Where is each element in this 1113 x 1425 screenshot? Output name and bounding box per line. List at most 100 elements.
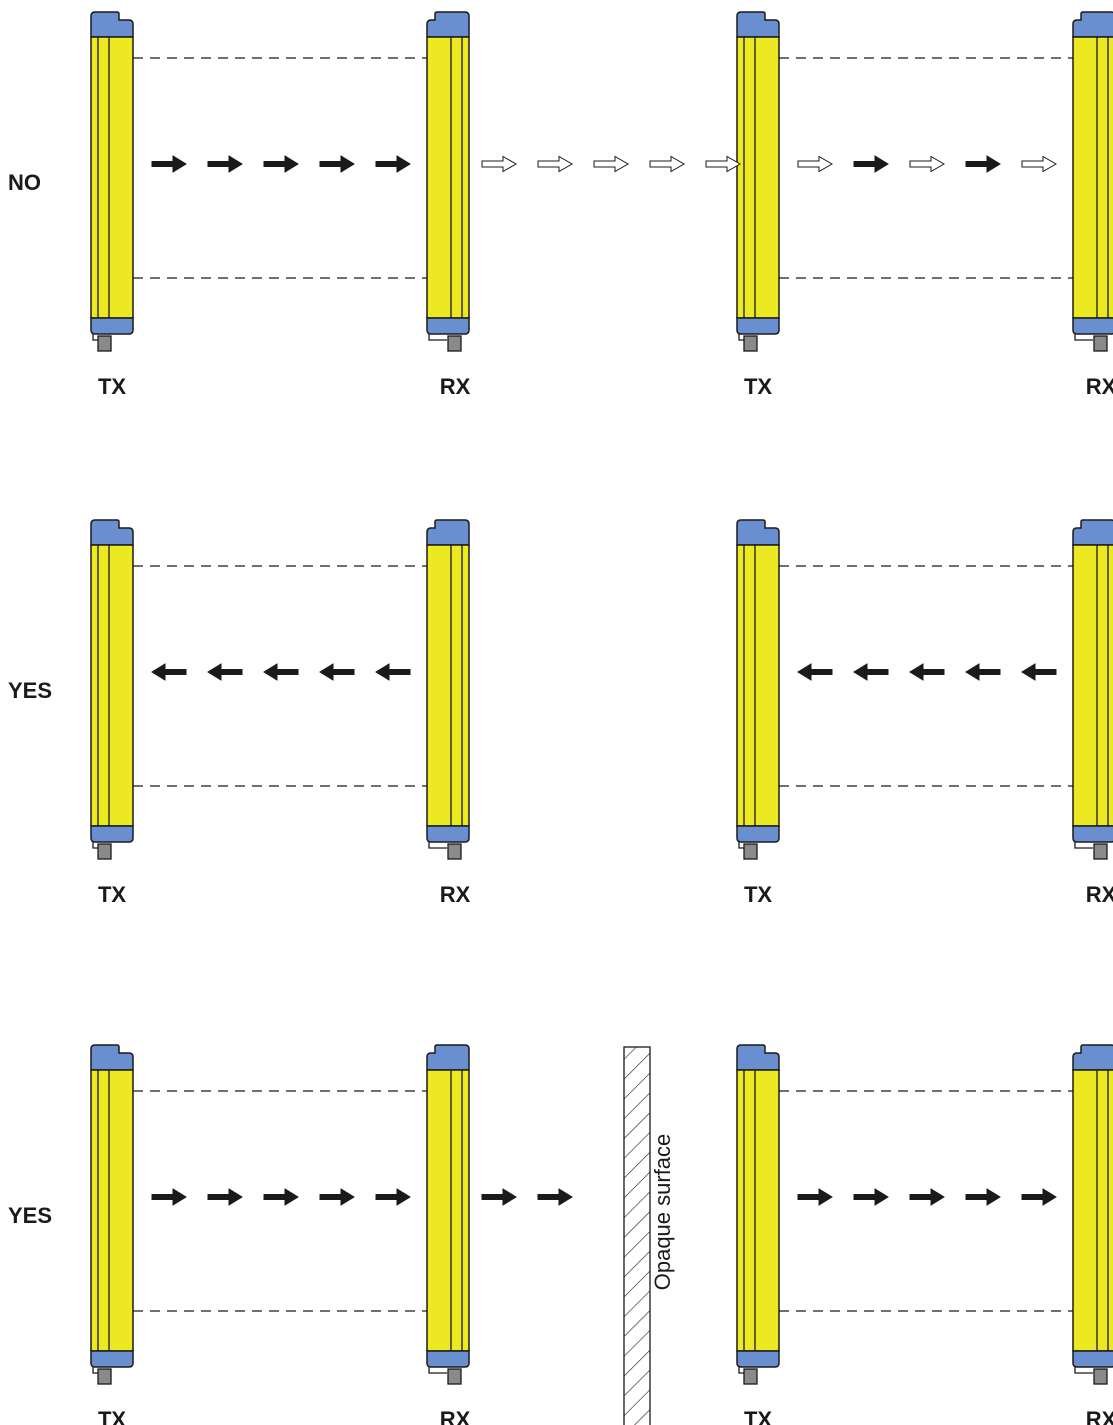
rx-unit <box>1073 12 1113 351</box>
rx-unit <box>427 12 469 351</box>
rx-unit <box>427 1045 469 1384</box>
sensor-pair-1: TX RX <box>91 1045 471 1425</box>
beam-arrow-solid-icon <box>798 1189 832 1205</box>
beam-arrow-solid-icon <box>966 664 1000 680</box>
connector-icon <box>1094 1369 1107 1384</box>
bottom-cap <box>91 318 133 334</box>
housing <box>427 37 469 318</box>
rx-unit <box>1073 520 1113 859</box>
beam-arrow-solid-icon <box>320 1189 354 1205</box>
beam-arrow-hollow-icon <box>482 157 516 172</box>
rx-label: RX <box>440 374 471 399</box>
housing <box>737 1070 779 1351</box>
connector-icon <box>1094 336 1107 351</box>
beam-arrow-hollow-icon <box>650 157 684 172</box>
beam-arrow-solid-icon <box>264 1189 298 1205</box>
connector-icon <box>1094 844 1107 859</box>
sensor-pair-2: TX RX <box>737 1045 1113 1425</box>
beam-arrow-hollow-icon <box>538 157 572 172</box>
top-cap <box>1073 520 1113 545</box>
top-cap <box>1073 1045 1113 1070</box>
tx-label: TX <box>744 374 772 399</box>
beam-arrow-solid-icon <box>910 664 944 680</box>
beam-arrow-hollow-icon <box>798 157 832 172</box>
tx-unit <box>91 12 133 351</box>
tx-label: TX <box>744 1407 772 1425</box>
top-cap <box>91 520 133 545</box>
housing <box>1073 1070 1113 1351</box>
top-cap <box>427 1045 469 1070</box>
sensor-pair-2: TX RX <box>737 12 1113 399</box>
row-2: YES TX RX TX RX <box>8 520 1113 907</box>
gap-beams <box>482 157 740 172</box>
tx-unit <box>737 520 779 859</box>
bracket <box>429 842 447 848</box>
housing <box>1073 37 1113 318</box>
connector-icon <box>448 336 461 351</box>
beam-arrow-solid-icon <box>320 156 354 172</box>
bracket <box>429 334 447 340</box>
housing <box>1073 545 1113 826</box>
verdict-label: NO <box>8 170 41 195</box>
beam-arrow-solid-icon <box>208 664 242 680</box>
connector-icon <box>448 844 461 859</box>
bottom-cap <box>737 1351 779 1367</box>
beam-arrow-solid-icon <box>376 156 410 172</box>
bottom-cap <box>427 1351 469 1367</box>
bottom-cap <box>427 318 469 334</box>
beam-arrow-hollow-icon <box>910 157 944 172</box>
beam-arrow-solid-icon <box>966 156 1000 172</box>
row-3: YES TX RX TX RX Opaque surface <box>8 1045 1113 1425</box>
tx-unit <box>737 1045 779 1384</box>
verdict-label: YES <box>8 1203 52 1228</box>
rx-unit <box>1073 1045 1113 1384</box>
beam-arrow-solid-icon <box>1022 1189 1056 1205</box>
connector-icon <box>744 1369 757 1384</box>
beam-arrow-solid-icon <box>152 156 186 172</box>
tx-label: TX <box>744 882 772 907</box>
rx-label: RX <box>1086 1407 1113 1425</box>
housing <box>427 545 469 826</box>
beam-arrow-solid-icon <box>264 664 298 680</box>
connector-icon <box>98 844 111 859</box>
beam-arrow-solid-icon <box>208 156 242 172</box>
rx-unit <box>427 520 469 859</box>
housing <box>91 545 133 826</box>
beam-arrow-solid-icon <box>152 664 186 680</box>
beam-arrow-solid-icon <box>538 1189 572 1205</box>
bottom-cap <box>1073 1351 1113 1367</box>
sensor-pair-1: TX RX <box>91 520 471 907</box>
beam-arrow-solid-icon <box>1022 664 1056 680</box>
rx-label: RX <box>440 882 471 907</box>
verdict-label: YES <box>8 678 52 703</box>
bracket <box>1075 842 1093 848</box>
bottom-cap <box>427 826 469 842</box>
tx-unit <box>737 12 779 351</box>
beam-arrow-hollow-icon <box>594 157 628 172</box>
bottom-cap <box>1073 826 1113 842</box>
tx-label: TX <box>98 882 126 907</box>
bottom-cap <box>737 826 779 842</box>
row-1: NO TX RX TX RX <box>8 12 1113 399</box>
housing <box>737 37 779 318</box>
gap-beams <box>482 1189 572 1205</box>
bottom-cap <box>737 318 779 334</box>
beam-arrow-solid-icon <box>854 664 888 680</box>
beam-arrow-solid-icon <box>854 156 888 172</box>
bracket <box>1075 1367 1093 1373</box>
tx-unit <box>91 520 133 859</box>
housing <box>91 1070 133 1351</box>
connector-icon <box>98 1369 111 1384</box>
top-cap <box>91 1045 133 1070</box>
top-cap <box>737 520 779 545</box>
surface-block <box>624 1047 650 1425</box>
beam-arrow-solid-icon <box>482 1189 516 1205</box>
tx-unit <box>91 1045 133 1384</box>
beam-arrow-solid-icon <box>798 664 832 680</box>
connector-icon <box>98 336 111 351</box>
connector-icon <box>744 336 757 351</box>
beam-arrow-hollow-icon <box>1022 157 1056 172</box>
bottom-cap <box>91 1351 133 1367</box>
beam-arrow-solid-icon <box>854 1189 888 1205</box>
rx-label: RX <box>440 1407 471 1425</box>
